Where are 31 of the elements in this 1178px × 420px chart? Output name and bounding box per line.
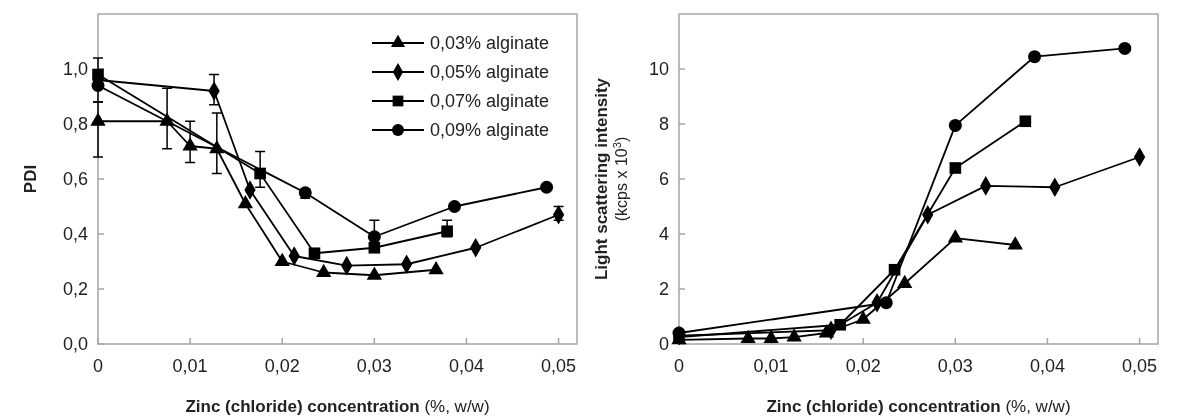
y-tick-label: 10 [648,59,669,79]
x-tick-label: 0,02 [264,356,300,376]
y-tick-label: 0,8 [62,114,88,134]
y-tick-label: 0,4 [62,224,88,244]
x-tick-label: 0,03 [937,356,973,376]
x-tick-label: 0,02 [845,356,881,376]
y-tick-label: 8 [658,114,669,134]
y-tick-label: 0,6 [62,169,88,189]
y-tick-label: 4 [658,224,669,244]
y-tick-label: 2 [658,279,669,299]
legend-label: 0,05% alginate [430,62,550,82]
x-tick-label: 0,04 [448,356,484,376]
x-tick-label: 0,03 [356,356,392,376]
x-tick-label: 0,04 [1029,356,1065,376]
y-tick-label: 1,0 [62,59,88,79]
x-tick-label: 0,05 [1122,356,1158,376]
y-tick-label: 0 [658,334,669,354]
x-tick-label: 0 [673,356,685,376]
x-axis-title: Zinc (chloride) concentration (%, w/w) [185,397,490,416]
y-tick-label: 6 [658,169,669,189]
x-tick-label: 0,05 [541,356,577,376]
legend-label: 0,09% alginate [430,120,550,140]
x-tick-label: 0 [92,356,104,376]
x-axis-title: Zinc (chloride) concentration (%, w/w) [766,397,1071,416]
y-tick-label: 0,0 [62,334,88,354]
y-tick-label: 0,2 [62,279,88,299]
legend-label: 0,07% alginate [430,91,550,111]
x-tick-label: 0,01 [753,356,789,376]
x-tick-label: 0,01 [172,356,208,376]
legend-label: 0,03% alginate [430,33,550,53]
y-axis-title: PDI [21,164,40,194]
